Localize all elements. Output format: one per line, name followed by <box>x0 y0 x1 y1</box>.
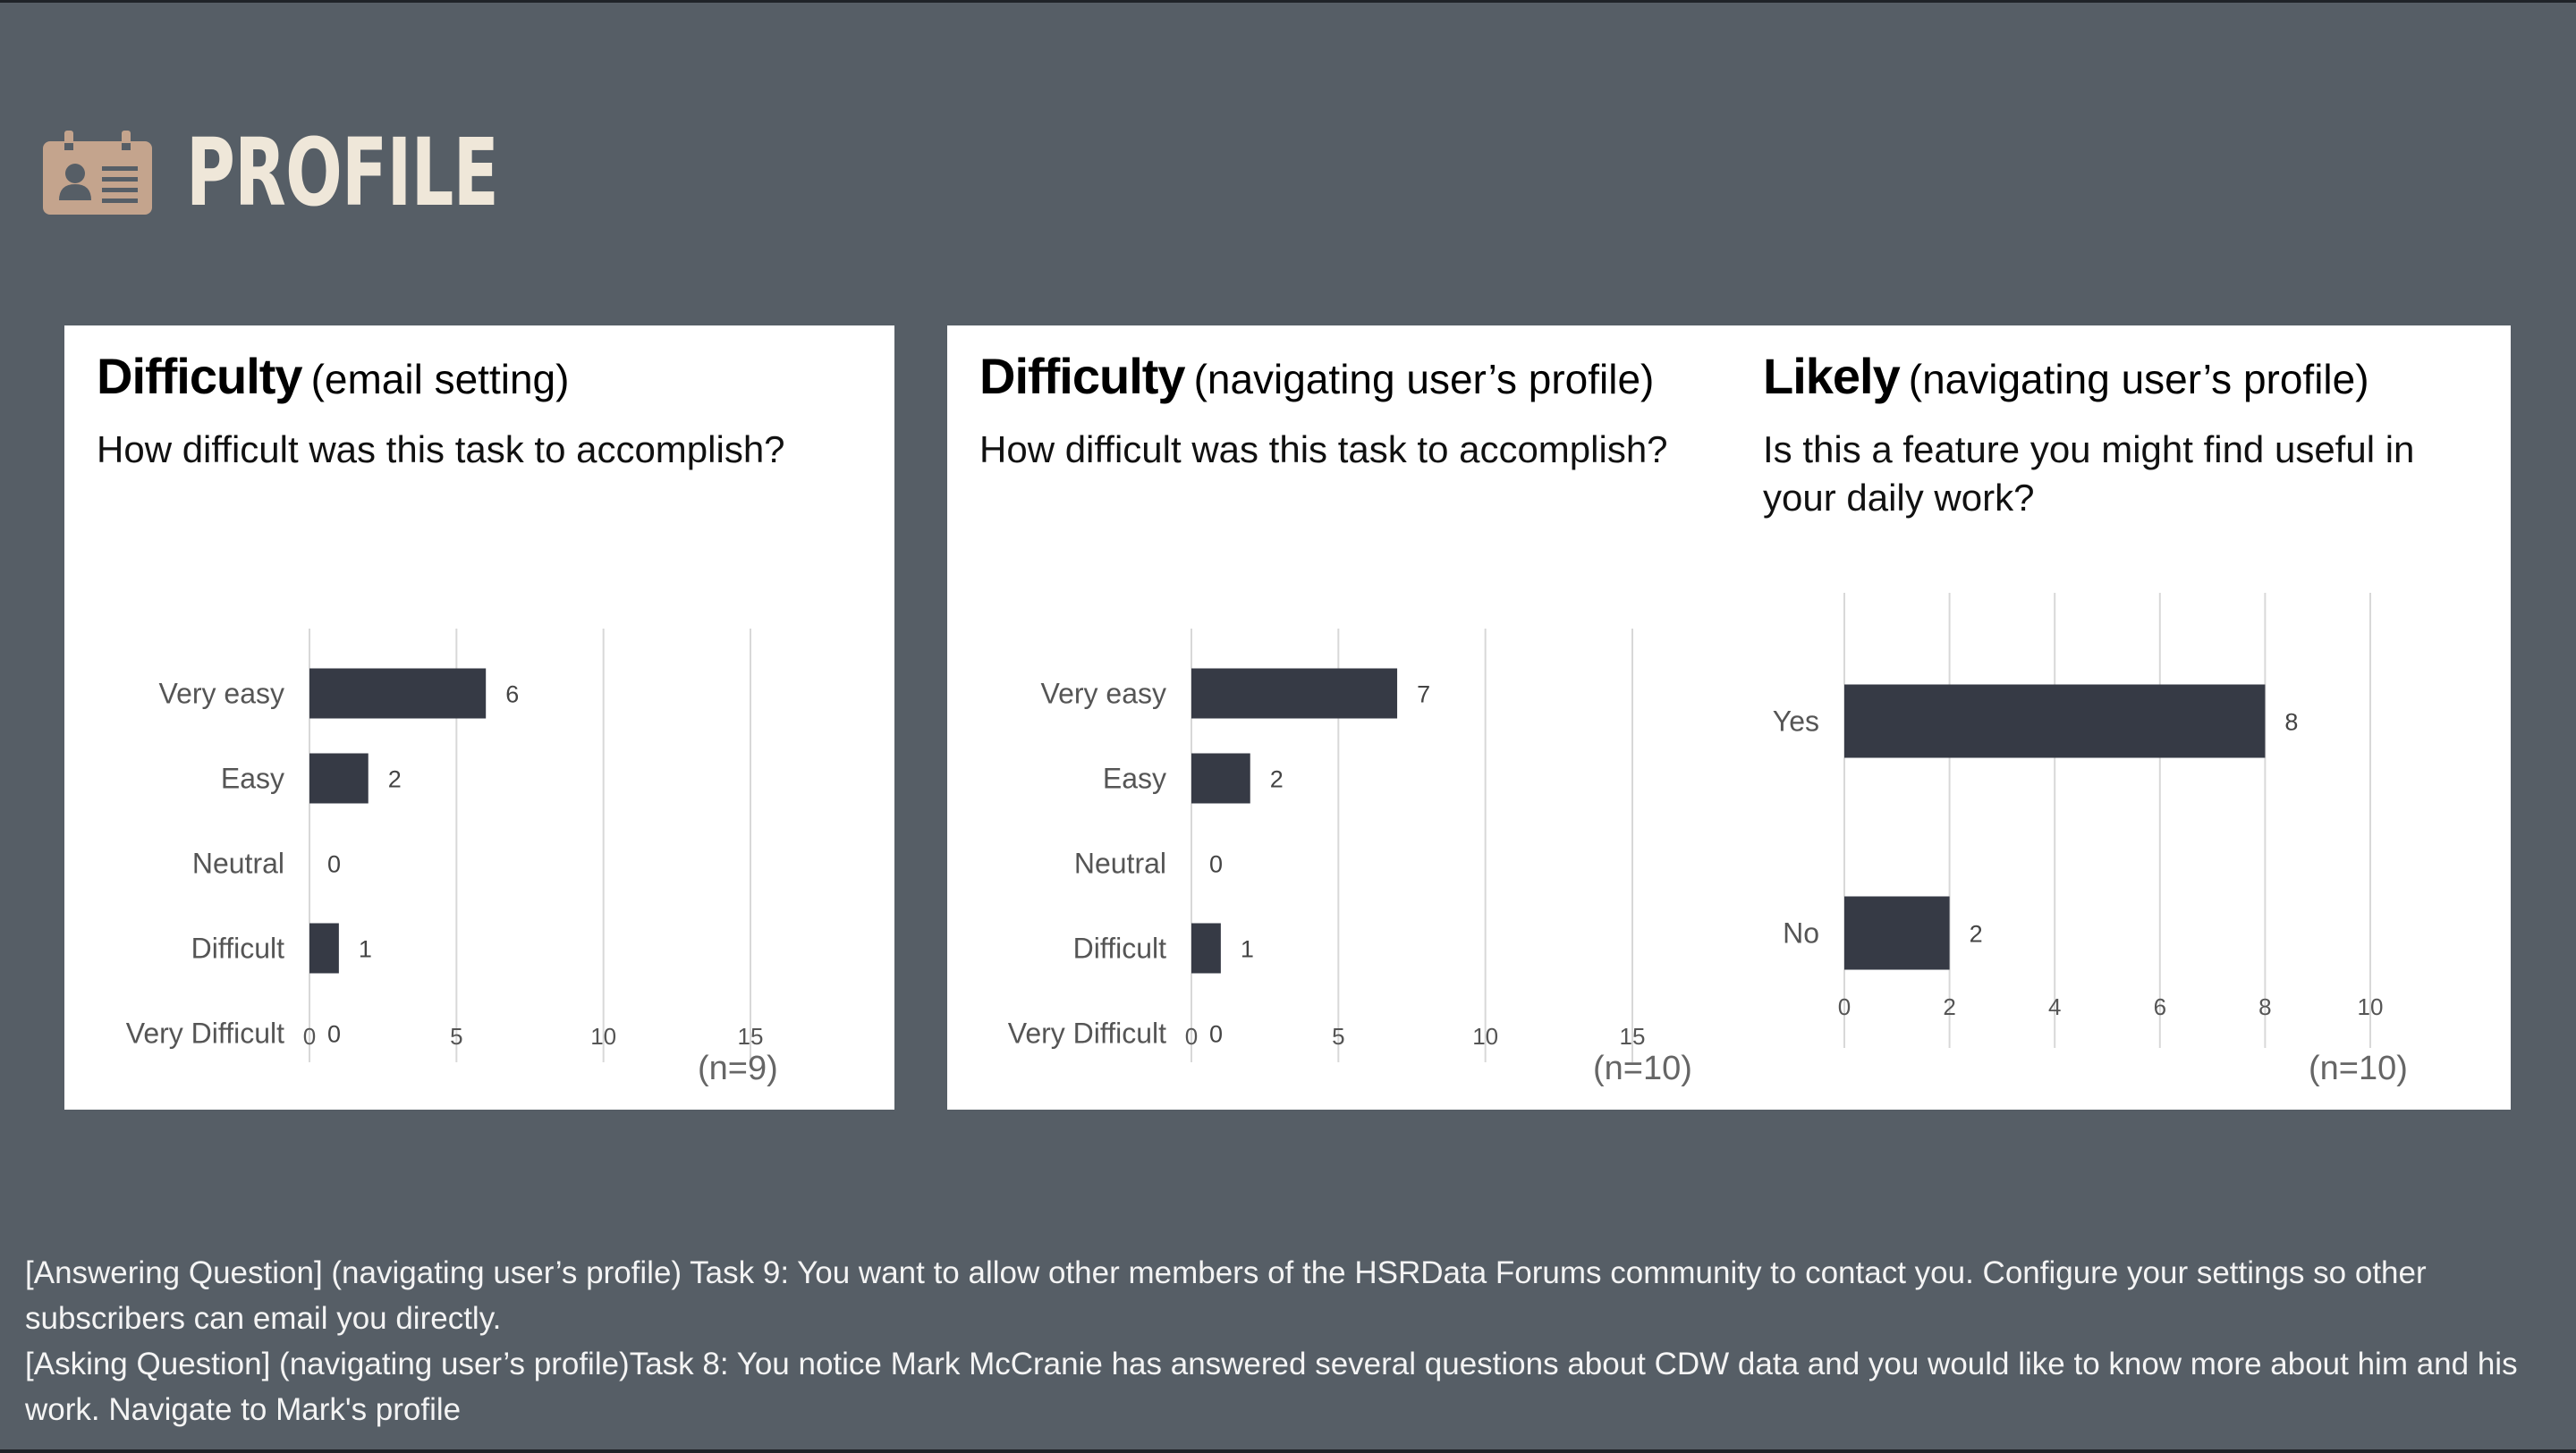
category-label: Very easy <box>1040 678 1166 710</box>
x-tick-label: 10 <box>2358 993 2384 1020</box>
data-label: 6 <box>505 681 519 708</box>
task-notes: [Answering Question] (navigating user’s … <box>25 1250 2556 1432</box>
x-tick-label: 10 <box>590 1023 616 1050</box>
sample-size-label: (n=9) <box>698 1050 778 1087</box>
category-label: Difficult <box>191 933 284 965</box>
data-label: 0 <box>327 1021 341 1048</box>
x-tick-label: 15 <box>1620 1023 1646 1050</box>
category-label: Yes <box>1773 705 1819 738</box>
chart-title-main: Likely <box>1763 348 1901 404</box>
chart-question: How difficult was this task to accomplis… <box>97 428 785 470</box>
bottom-border <box>0 1449 2576 1453</box>
category-label: Easy <box>1103 763 1166 795</box>
chart-question: Is this a feature you might find useful … <box>1763 428 2415 519</box>
bar <box>1191 923 1221 974</box>
category-label: Easy <box>221 763 284 795</box>
category-label: Very Difficult <box>126 1018 284 1050</box>
category-label: Neutral <box>192 848 284 880</box>
x-tick-label: 6 <box>2154 993 2166 1020</box>
x-tick-label: 5 <box>450 1023 462 1050</box>
chart-difficulty-navigating-profile: Difficulty (navigating user’s profile) Ho… <box>979 347 1749 1098</box>
category-label: Difficult <box>1073 933 1166 965</box>
data-label: 0 <box>327 851 341 878</box>
data-label: 2 <box>1270 766 1284 793</box>
x-tick-label: 2 <box>1943 993 1955 1020</box>
chart-subtitle: (email setting) <box>310 356 570 402</box>
category-label: Neutral <box>1074 848 1166 880</box>
bar-chart-plot: 0 2 4 6 8 10 Yes 8 No 2 <box>1773 593 2384 1048</box>
x-tick-label: 0 <box>1185 1023 1198 1050</box>
x-tick-label: 8 <box>2258 993 2271 1020</box>
x-tick-label: 15 <box>738 1023 764 1050</box>
bar <box>1844 896 1950 970</box>
chart-panel-navigating-profile: Difficulty (navigating user’s profile) Ho… <box>947 325 2511 1110</box>
chart-title: Likely (navigating user’s profile) <box>1763 347 2369 405</box>
data-label: 0 <box>1209 851 1223 878</box>
x-tick-label: 10 <box>1472 1023 1498 1050</box>
data-label: 2 <box>388 766 402 793</box>
chart-title: Difficulty (navigating user’s profile) <box>979 347 1654 405</box>
sample-size-label: (n=10) <box>1593 1050 1692 1087</box>
bar-chart-plot: 0 5 10 15 Very easy 7 Easy 2 Neutral 0 Difficult 1 V… <box>1008 629 1646 1062</box>
chart-likely-navigating-profile: Likely (navigating user’s profile) Is thi… <box>1763 347 2496 1098</box>
data-label: 7 <box>1417 681 1430 708</box>
data-label: 8 <box>2284 709 2298 736</box>
chart-title: Difficulty (email setting) <box>97 347 569 405</box>
chart-subtitle: (navigating user’s profile) <box>1908 356 2369 402</box>
data-label: 0 <box>1209 1021 1223 1048</box>
page-title: PROFILE <box>186 118 499 227</box>
x-tick-label: 0 <box>303 1023 316 1050</box>
task-note-answering: [Answering Question] (navigating user’s … <box>25 1255 2427 1336</box>
id-card-icon <box>43 131 152 215</box>
data-label: 1 <box>1241 936 1254 963</box>
chart-difficulty-email-setting: Difficulty (email setting) How difficult … <box>97 347 884 1098</box>
bar <box>309 923 339 974</box>
category-label: No <box>1783 917 1819 950</box>
x-tick-label: 5 <box>1332 1023 1344 1050</box>
bar <box>1191 668 1398 719</box>
page-header: PROFILE <box>43 123 620 222</box>
top-border <box>0 0 2576 3</box>
category-label: Very Difficult <box>1008 1018 1166 1050</box>
chart-title-main: Difficulty <box>97 348 303 404</box>
x-tick-label: 0 <box>1838 993 1851 1020</box>
sample-size-label: (n=10) <box>2309 1050 2408 1087</box>
chart-subtitle: (navigating user’s profile) <box>1193 356 1655 402</box>
data-label: 1 <box>359 936 372 963</box>
bar <box>1191 753 1250 804</box>
bar-chart-plot: 0 5 10 15 Very easy 6 Easy 2 Neutral 0 Difficult 1 V… <box>126 629 764 1062</box>
category-label: Very easy <box>158 678 284 710</box>
data-label: 2 <box>1970 921 1983 948</box>
task-note-asking: [Asking Question] (navigating user’s pro… <box>25 1347 2518 1427</box>
bar <box>1844 684 2266 758</box>
chart-question: How difficult was this task to accomplis… <box>979 428 1668 470</box>
chart-title-main: Difficulty <box>979 348 1186 404</box>
bar <box>309 753 369 804</box>
chart-panel-email-setting: Difficulty (email setting) How difficult … <box>64 325 894 1110</box>
bar <box>309 668 487 719</box>
x-tick-label: 4 <box>2048 993 2061 1020</box>
